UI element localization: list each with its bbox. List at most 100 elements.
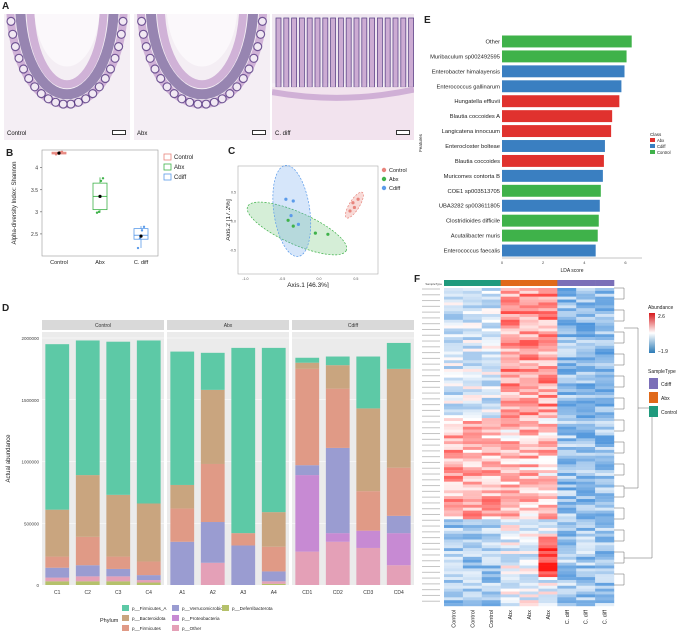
- heat-cell: [557, 325, 577, 329]
- heat-cell: [538, 600, 558, 604]
- heat-cell: [481, 447, 501, 451]
- heat-cell: [481, 394, 501, 399]
- heat-cell: [557, 597, 577, 601]
- heat-cell: [500, 441, 520, 445]
- heat-cell: [538, 548, 558, 552]
- heat-cell: [500, 487, 520, 491]
- heat-cell: [538, 383, 558, 387]
- heat-cell: [519, 478, 539, 482]
- heat-cell: [576, 461, 596, 465]
- bar-segment: [200, 352, 225, 390]
- heat-cell: [538, 513, 558, 517]
- bar-segment: [75, 576, 100, 582]
- heat-cell: [538, 444, 558, 448]
- heat-cell: [595, 507, 615, 511]
- heat-cell: [538, 316, 558, 320]
- heat-cell: [557, 591, 577, 595]
- heat-cell: [595, 556, 615, 560]
- column-label: Control: [470, 610, 476, 628]
- x-tick-label: C2: [85, 590, 92, 596]
- heat-cell: [444, 585, 464, 589]
- heat-cell: [557, 420, 577, 425]
- heat-cell: [519, 386, 539, 390]
- heat-cell: [538, 565, 558, 569]
- villus: [345, 17, 352, 88]
- heat-cell: [557, 444, 577, 448]
- heat-cell: [538, 470, 558, 474]
- row-label-mark: [422, 386, 440, 388]
- heat-cell: [538, 530, 558, 534]
- crypt-gland: [169, 88, 179, 99]
- heat-cell: [557, 519, 577, 523]
- heat-cell: [538, 435, 558, 439]
- heat-cell: [519, 562, 539, 566]
- row-label-mark: [422, 323, 440, 325]
- heat-cell: [462, 360, 482, 364]
- heat-cell: [519, 473, 539, 477]
- data-point: [289, 214, 293, 218]
- heat-cell: [462, 478, 482, 482]
- heat-cell: [538, 426, 558, 430]
- heat-cell: [576, 559, 596, 563]
- data-point: [140, 229, 144, 232]
- sample-type-cell: [557, 280, 577, 286]
- heat-cell: [462, 354, 482, 358]
- heat-cell: [538, 296, 558, 300]
- heat-cell: [576, 377, 596, 381]
- heat-cell: [576, 455, 596, 459]
- heat-cell: [538, 574, 558, 578]
- heat-cell: [500, 478, 520, 482]
- heat-cell: [538, 432, 558, 436]
- heat-cell: [500, 574, 520, 578]
- crypt-gland: [244, 64, 254, 74]
- heat-cell: [519, 475, 539, 479]
- heat-cell: [481, 525, 501, 529]
- heat-cell: [444, 496, 464, 500]
- heat-cell: [481, 571, 501, 575]
- pcoa-scatter: -1.0 -0.5 0.0 0.5 -0.5 0.0 0.5 Axis.1 [46.3%] Ax…: [226, 164, 407, 288]
- heat-cell: [500, 345, 520, 349]
- row-label-mark: [422, 357, 440, 359]
- heat-cell: [595, 337, 615, 341]
- heat-cell: [519, 403, 539, 407]
- bar-segment: [386, 467, 411, 516]
- heat-cell: [557, 441, 577, 445]
- y-tick-label: 2000000: [21, 336, 39, 341]
- heat-cell: [500, 467, 520, 471]
- heat-cell: [576, 597, 596, 601]
- crypt-gland: [6, 16, 16, 27]
- row-label-mark: [422, 525, 440, 527]
- bar-segment: [136, 582, 161, 585]
- lda-bar: [502, 199, 600, 212]
- bar-segment: [356, 491, 381, 531]
- heat-cell: [557, 470, 577, 474]
- heat-cell: [538, 400, 558, 404]
- crypt-gland: [253, 41, 263, 52]
- heat-cell: [462, 429, 482, 433]
- heat-cell: [481, 579, 501, 584]
- heat-cell: [500, 354, 520, 358]
- heat-cell: [444, 603, 464, 607]
- heat-cell: [538, 328, 558, 332]
- heat-cell: [576, 487, 596, 491]
- data-point: [60, 150, 64, 153]
- row-label-mark: [422, 311, 440, 313]
- heat-cell: [481, 597, 501, 601]
- heat-cell: [595, 603, 615, 607]
- heat-cell: [481, 487, 501, 491]
- row-label-mark: [422, 369, 440, 371]
- heat-cell: [481, 290, 501, 294]
- heat-cell: [576, 371, 596, 375]
- heat-cell: [557, 305, 577, 309]
- heat-cell: [557, 290, 577, 294]
- panel-label-a: A: [2, 1, 10, 12]
- heat-cell: [595, 366, 615, 370]
- crypt-gland: [110, 53, 120, 63]
- heat-cell: [481, 392, 501, 396]
- heat-cell: [595, 487, 615, 491]
- histology-drawing: [272, 14, 414, 140]
- heat-cell: [519, 513, 539, 517]
- data-point: [291, 199, 295, 203]
- heat-cell: [500, 452, 520, 456]
- heat-cell: [519, 530, 539, 534]
